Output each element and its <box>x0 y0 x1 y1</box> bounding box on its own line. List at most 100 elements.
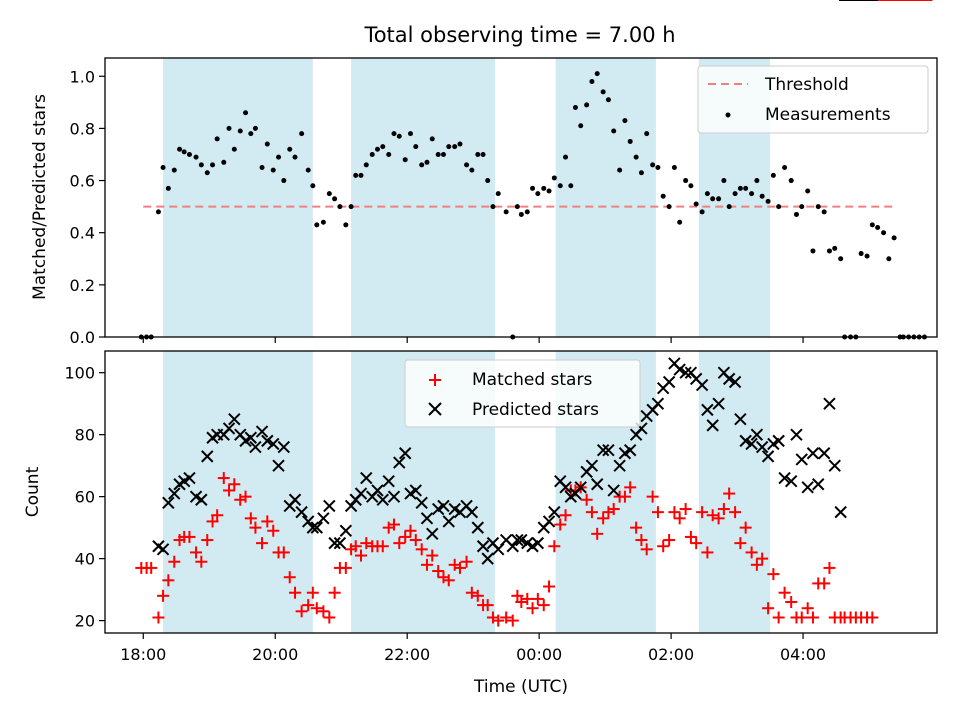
matched-star-point <box>183 530 196 543</box>
predicted-star-point <box>739 434 752 448</box>
measurement-point <box>457 141 463 147</box>
measurement-point <box>386 151 392 157</box>
matched-star-point <box>597 512 610 525</box>
matched-star-point <box>585 506 598 519</box>
measurement-point <box>726 204 732 210</box>
matched-star-point <box>756 552 769 565</box>
measurement-point <box>617 167 623 173</box>
predicted-star-point <box>382 474 395 488</box>
measurement-point <box>490 204 496 210</box>
matched-star-point <box>690 537 703 550</box>
measurement-point <box>832 245 838 251</box>
measurement-point <box>557 183 563 189</box>
matched-star-point <box>795 611 808 624</box>
measurement-point <box>171 167 177 173</box>
measurement-point <box>452 144 458 150</box>
measurement-point <box>655 165 661 171</box>
predicted-star-point <box>559 481 572 494</box>
predicted-star-point <box>387 490 401 503</box>
measurement-point <box>721 178 727 184</box>
matched-star-point <box>349 540 362 553</box>
predicted-star-point <box>602 443 615 457</box>
matched-star-point <box>806 611 819 624</box>
measurement-point <box>693 201 699 207</box>
predicted-star-point <box>222 422 236 435</box>
predicted-star-point <box>613 459 626 472</box>
measurement-point <box>716 196 722 202</box>
legend-measurements-label: Measurements <box>765 105 891 125</box>
top-y-tick-label: 1.0 <box>70 67 95 86</box>
measurement-point <box>353 172 359 178</box>
legend-measurements-swatch <box>725 112 731 118</box>
predicted-star-point <box>183 471 196 485</box>
matched-star-point <box>739 521 752 534</box>
matched-star-point <box>717 503 730 516</box>
bottom-shade-3 <box>698 351 771 633</box>
measurement-point <box>292 154 298 160</box>
predicted-star-point <box>531 536 545 550</box>
measurement-point <box>770 172 776 178</box>
predicted-star-point <box>228 412 241 426</box>
matched-star-point <box>217 472 230 485</box>
measurement-point <box>314 222 320 228</box>
measurement-point <box>551 175 557 181</box>
predicted-star-point <box>801 481 814 494</box>
predicted-star-point <box>277 440 291 454</box>
matched-star-point <box>295 605 308 618</box>
matched-star-point <box>283 571 296 584</box>
measurement-point <box>369 151 375 157</box>
predicted-star-point <box>812 478 825 491</box>
predicted-star-point <box>323 499 336 513</box>
matched-star-point <box>500 611 513 624</box>
measurement-point <box>485 178 491 184</box>
matched-star-point <box>355 549 367 562</box>
measurement-point <box>165 185 171 191</box>
matched-star-point <box>767 568 780 581</box>
measurement-point <box>181 149 187 155</box>
top-y-ticks: 0.0 0.2 0.4 0.6 0.8 1.0 <box>70 67 105 347</box>
measurement-point <box>221 159 227 165</box>
matched-star-point <box>866 611 879 624</box>
measurement-point <box>231 146 237 152</box>
measurement-point <box>600 89 606 95</box>
matched-star-point <box>762 602 775 615</box>
matched-star-point <box>635 534 648 547</box>
matched-star-point <box>801 602 814 615</box>
predicted-star-point <box>607 484 620 497</box>
predicted-star-point <box>761 450 775 463</box>
predicted-star-point <box>333 536 347 550</box>
measurement-point <box>396 133 402 139</box>
matched-star-point <box>559 509 572 522</box>
matched-star-point <box>772 611 785 624</box>
predicted-star-point <box>755 440 769 454</box>
measurement-point <box>815 204 821 210</box>
top-shade-0 <box>163 58 313 337</box>
measurement-point <box>337 204 343 210</box>
predicted-star-point <box>722 372 736 386</box>
predicted-star-point <box>156 543 170 556</box>
measurement-point <box>326 191 332 197</box>
matched-star-point <box>651 506 664 519</box>
matched-star-point <box>723 487 736 500</box>
measurement-point <box>886 256 892 262</box>
predicted-star-point <box>806 447 820 460</box>
bottom-y-tick-label: 60 <box>75 488 95 507</box>
x-tick-label: 04:00 <box>780 645 826 664</box>
matched-star-point <box>630 521 643 534</box>
matched-star-point <box>409 534 422 547</box>
legend-matched-label: Matched stars <box>472 370 592 390</box>
measurement-point <box>535 191 541 197</box>
matched-star-point <box>607 503 620 516</box>
matched-star-point <box>256 537 269 550</box>
predicted-star-point <box>437 499 450 513</box>
measurement-point <box>155 209 161 215</box>
predicted-star-point <box>465 505 479 519</box>
predicted-star-point <box>515 533 528 547</box>
matched-star-point <box>471 589 484 602</box>
predicted-star-point <box>426 527 439 541</box>
measurement-point <box>320 219 326 225</box>
matched-star-point <box>239 490 252 503</box>
measurement-point <box>343 222 349 228</box>
measurement-point <box>821 209 827 215</box>
measurement-point <box>518 211 524 217</box>
